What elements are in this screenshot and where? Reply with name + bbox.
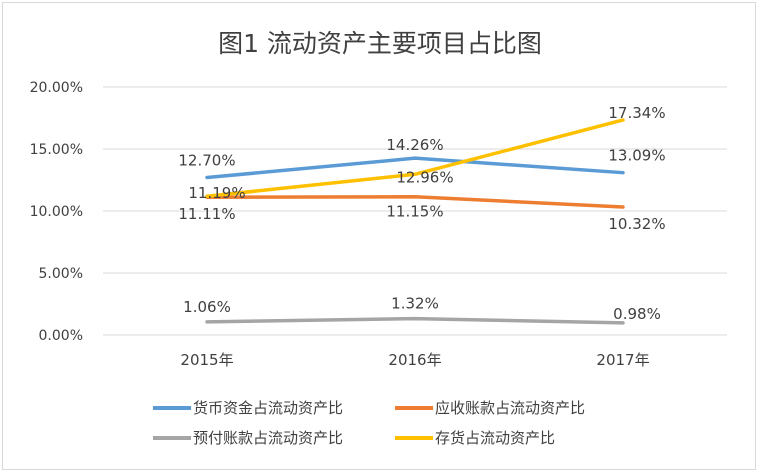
series-line: [205, 316, 625, 325]
y-tick-label: 20.00%: [30, 80, 83, 96]
line-chart: 图1 流动资产主要项目占比图 0.00% 5.00% 10.00% 15.00% 20.…: [30, 29, 727, 447]
data-label: 12.96%: [396, 168, 453, 186]
data-label: 17.34%: [608, 104, 665, 122]
data-label: 11.15%: [386, 203, 443, 221]
data-labels: 12.70% 14.26% 13.09% 11.11% 11.15% 10.32% 1.06…: [178, 104, 665, 323]
data-label: 1.06%: [183, 298, 231, 316]
data-label: 11.19%: [188, 184, 245, 202]
data-label: 12.70%: [178, 152, 235, 170]
legend-label: 货币资金占流动资产比: [193, 399, 343, 417]
x-axis-ticks: 2015年 2016年 2017年: [180, 351, 649, 369]
legend-label: 应收账款占流动资产比: [435, 399, 585, 417]
chart-title: 图1 流动资产主要项目占比图: [218, 29, 542, 58]
y-tick-label: 15.00%: [30, 142, 83, 158]
data-label: 14.26%: [386, 136, 443, 154]
data-label: 0.98%: [613, 305, 661, 323]
data-label: 1.32%: [391, 295, 439, 313]
x-tick-label: 2017年: [596, 351, 649, 369]
data-label: 13.09%: [608, 147, 665, 165]
grid: [103, 86, 727, 336]
y-tick-label: 0.00%: [39, 328, 83, 344]
chart-frame: 图1 流动资产主要项目占比图 0.00% 5.00% 10.00% 15.00% 20.…: [2, 2, 756, 470]
data-label: 10.32%: [608, 215, 665, 233]
legend-label: 预付账款占流动资产比: [193, 429, 343, 447]
y-axis-ticks: 0.00% 5.00% 10.00% 15.00% 20.00%: [30, 80, 83, 344]
x-tick-label: 2015年: [180, 351, 233, 369]
y-tick-label: 10.00%: [30, 204, 83, 220]
x-tick-label: 2016年: [388, 351, 441, 369]
series-group: [205, 118, 625, 325]
y-tick-label: 5.00%: [39, 266, 83, 282]
legend-label: 存货占流动资产比: [435, 429, 555, 447]
data-label: 11.11%: [178, 205, 235, 223]
